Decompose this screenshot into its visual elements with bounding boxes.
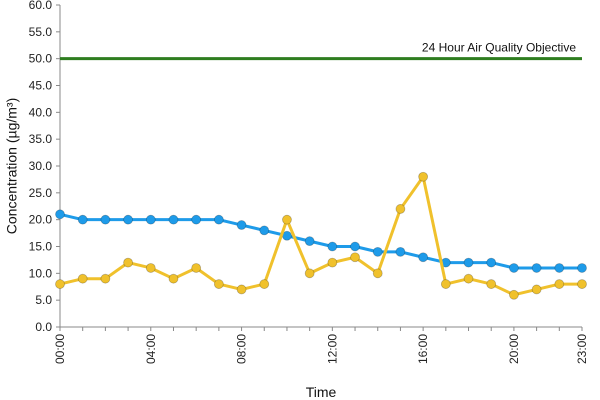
data-point xyxy=(463,257,474,268)
x-tick-label: 04:00 xyxy=(144,334,158,364)
data-point xyxy=(554,279,565,289)
y-tick-label: 50.0 xyxy=(29,52,53,66)
data-point xyxy=(213,279,224,289)
data-point xyxy=(531,284,542,295)
data-point xyxy=(327,241,338,252)
x-tick-label: 08:00 xyxy=(235,334,249,364)
series-1 xyxy=(55,209,587,273)
data-point xyxy=(531,263,542,273)
data-point xyxy=(191,263,202,273)
x-tick-label: 00:00 xyxy=(53,334,67,364)
data-point xyxy=(418,252,429,263)
series-2 xyxy=(55,171,587,300)
y-tick-label: 15.0 xyxy=(29,240,53,254)
data-point xyxy=(395,246,406,257)
data-point xyxy=(145,263,156,273)
data-point xyxy=(77,273,88,284)
y-tick-label: 45.0 xyxy=(29,79,53,93)
series-layer xyxy=(55,171,587,300)
x-tick-label: 16:00 xyxy=(416,334,430,364)
data-point xyxy=(372,246,383,257)
data-point xyxy=(554,263,565,273)
data-point xyxy=(577,279,587,289)
y-tick-label: 25.0 xyxy=(29,186,53,200)
data-point xyxy=(213,214,224,225)
data-point xyxy=(486,279,497,289)
data-point xyxy=(418,171,429,182)
x-axis-title: Time xyxy=(306,384,337,400)
data-point xyxy=(123,214,133,225)
data-point xyxy=(191,214,202,225)
x-axis-ticks: 00:00 04:00 08:00 12:00 16:00 20:00 23:00 xyxy=(53,327,589,364)
y-axis-ticks: 0.0 5.0 10.0 15.0 20.0 25.0 30.0 35.0 40.0 45.0 50… xyxy=(29,0,60,334)
data-point xyxy=(509,289,519,300)
y-tick-label: 20.0 xyxy=(29,213,53,227)
data-point xyxy=(327,257,338,268)
y-tick-label: 30.0 xyxy=(29,159,53,173)
y-tick-label: 0.0 xyxy=(35,320,52,334)
data-point xyxy=(145,214,156,225)
x-tick-label: 12:00 xyxy=(325,334,339,364)
series-line xyxy=(59,212,582,270)
data-point xyxy=(440,279,451,289)
data-point xyxy=(168,214,179,225)
data-point xyxy=(509,263,519,273)
data-point xyxy=(100,273,111,284)
data-point xyxy=(236,284,247,295)
data-point xyxy=(395,204,406,214)
data-point xyxy=(100,214,111,225)
data-point xyxy=(350,241,360,252)
data-point xyxy=(259,225,270,236)
data-point xyxy=(372,268,383,279)
y-tick-label: 35.0 xyxy=(29,132,53,146)
data-point xyxy=(236,220,247,230)
data-point xyxy=(168,273,179,284)
y-tick-label: 5.0 xyxy=(35,293,52,307)
data-point xyxy=(282,214,292,225)
data-point xyxy=(123,257,133,268)
x-tick-label: 23:00 xyxy=(575,334,589,364)
objective-label: 24 Hour Air Quality Objective xyxy=(422,41,576,55)
data-point xyxy=(486,257,497,268)
data-point xyxy=(577,263,587,273)
x-tick-label: 20:00 xyxy=(507,334,521,364)
y-tick-label: 60.0 xyxy=(29,0,53,12)
data-point xyxy=(259,279,270,289)
data-point xyxy=(463,273,474,284)
y-tick-label: 10.0 xyxy=(29,266,53,280)
data-point xyxy=(55,279,65,289)
y-tick-label: 40.0 xyxy=(29,105,53,119)
data-point xyxy=(77,214,88,225)
data-point xyxy=(304,268,315,279)
y-tick-label: 55.0 xyxy=(29,25,53,39)
y-axis-title: Concentration (µg/m³) xyxy=(4,98,20,234)
data-point xyxy=(350,252,360,263)
data-point xyxy=(55,209,65,220)
series-line xyxy=(59,175,582,297)
data-point xyxy=(304,236,315,247)
